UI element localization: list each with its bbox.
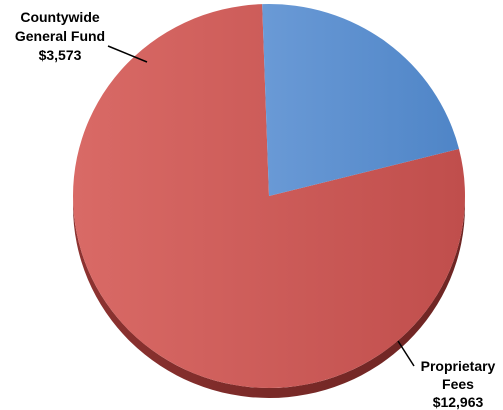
slice-label-countywide-general-fund: Countywide General Fund $3,573: [15, 9, 105, 63]
label-line: General Fund: [15, 28, 105, 44]
label-value: $12,963: [433, 394, 484, 410]
slice-label-proprietary-fees: Proprietary Fees $12,963: [421, 358, 496, 410]
label-value: $3,573: [39, 47, 82, 63]
label-line: Proprietary: [421, 358, 496, 374]
pie-slice-proprietary-fees: [73, 4, 466, 389]
label-line: Fees: [442, 376, 474, 392]
leader-line-countywide-general-fund: [107, 45, 148, 63]
leader-line-proprietary-fees: [397, 340, 415, 367]
label-line: Countywide: [20, 9, 100, 25]
pie-slice-countywide-general-fund: [262, 4, 459, 196]
